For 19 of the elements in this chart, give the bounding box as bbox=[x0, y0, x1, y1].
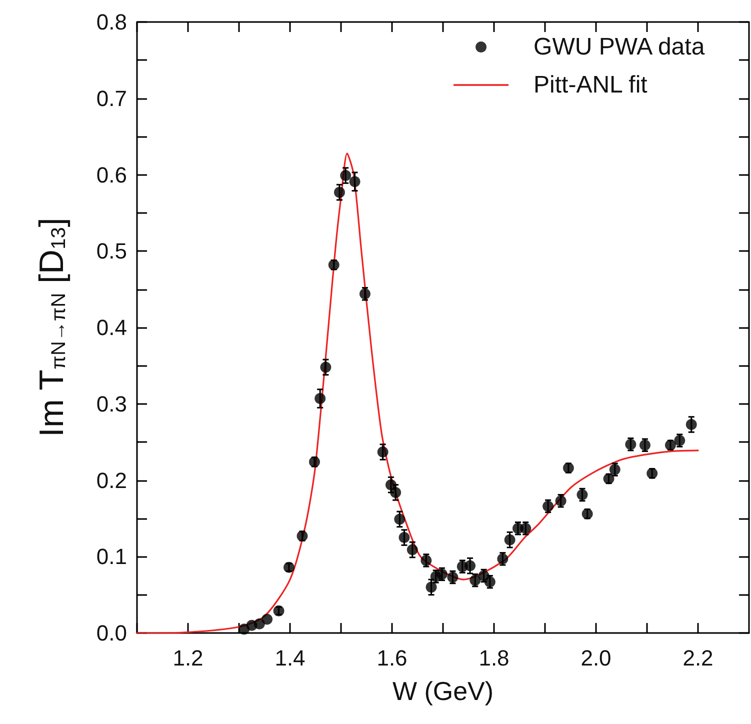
y-tick-label: 0.8 bbox=[96, 10, 127, 34]
y-tick-label: 0.7 bbox=[96, 86, 127, 111]
x-axis-title: W (GeV) bbox=[392, 676, 494, 706]
y-tick-label: 0.6 bbox=[96, 162, 127, 188]
y-tick-label: 0.5 bbox=[96, 238, 127, 264]
legend-label: GWU PWA data bbox=[534, 34, 706, 60]
x-tick-label: 1.8 bbox=[478, 646, 510, 670]
legend-label: Pitt-ANL fit bbox=[534, 72, 648, 98]
x-tick-label: 2.2 bbox=[682, 646, 714, 670]
y-tick-label: 0.1 bbox=[96, 544, 127, 570]
y-axis-title: Im TπN→πN [D13] bbox=[33, 218, 71, 437]
y-tick-label: 0.0 bbox=[96, 620, 127, 646]
x-tick-label: 1.2 bbox=[172, 646, 204, 670]
y-tick-label: 0.4 bbox=[96, 315, 127, 340]
y-tick-label: 0.2 bbox=[96, 468, 127, 493]
x-tick-label: 1.6 bbox=[376, 646, 408, 670]
y-tick-label: 0.3 bbox=[96, 391, 127, 416]
x-tick-label: 2.0 bbox=[580, 646, 612, 670]
x-tick-label: 1.4 bbox=[274, 646, 306, 670]
